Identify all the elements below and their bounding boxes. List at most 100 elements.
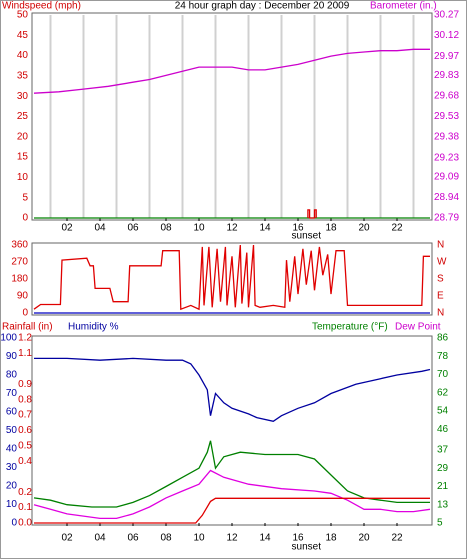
y2-tick-label: 70: [437, 369, 449, 380]
y2-tick-label: 29.09: [434, 171, 459, 182]
y2-tick-label: 46: [437, 424, 449, 435]
y-tick-label: 50: [17, 10, 29, 21]
y3-tick-label: 0.9: [18, 379, 32, 390]
y2-tick-label: N: [437, 240, 444, 251]
temperature-label: Temperature (°F): [312, 322, 388, 333]
y-tick-label: 270: [11, 257, 28, 268]
x-tick-label: 22: [391, 533, 403, 544]
y2-tick-label: 28.79: [434, 213, 459, 224]
y3-tick-label: 0.6: [18, 425, 32, 436]
y2-tick-label: 29.23: [434, 152, 459, 163]
y2-tick-label: 28.94: [434, 192, 459, 203]
dewpoint-label: Dew Point: [395, 322, 441, 333]
y2-tick-label: 54: [437, 406, 449, 417]
x-tick-label: 02: [61, 223, 73, 234]
series-line: [307, 209, 317, 219]
y-tick-label: 25: [17, 111, 29, 122]
y2-tick-label: E: [437, 291, 444, 302]
y2-tick-label: 37: [437, 445, 449, 456]
x-tick-label: 10: [193, 533, 205, 544]
y-tick-label: 5: [22, 192, 28, 203]
series-line: [33, 244, 430, 311]
x-tick-label: 20: [358, 223, 370, 234]
plot-frame: [31, 335, 433, 526]
y3-tick-label: 1.2: [18, 333, 32, 344]
y-tick-label: 40: [17, 50, 29, 61]
y2-tick-label: 29.68: [434, 91, 459, 102]
x-tick-label: 14: [259, 533, 271, 544]
y2-tick-label: 86: [437, 333, 449, 344]
x-tick-label: 04: [94, 223, 106, 234]
y2-tick-label: N: [437, 308, 444, 319]
y-tick-label: 50: [6, 425, 18, 436]
y2-tick-label: 21: [437, 481, 449, 492]
y2-tick-label: 13: [437, 499, 449, 510]
y-tick-label: 60: [6, 407, 18, 418]
y2-tick-label: 5: [437, 518, 443, 529]
y-tick-label: 40: [6, 444, 18, 455]
rainfall-label: Rainfall (in): [2, 322, 53, 333]
x-tick-label: 16: [292, 223, 304, 234]
x-tick-label: 08: [160, 223, 172, 234]
y3-tick-label: 0.2: [18, 487, 32, 498]
y-tick-label: 180: [11, 274, 28, 285]
y2-tick-label: S: [437, 274, 444, 285]
y-tick-label: 100: [0, 333, 17, 344]
y-tick-label: 80: [6, 370, 18, 381]
y2-tick-label: 29: [437, 463, 449, 474]
y-tick-label: 35: [17, 71, 29, 82]
y2-tick-label: W: [437, 257, 447, 268]
x-tick-label: 12: [226, 223, 238, 234]
y-tick-label: 360: [11, 240, 28, 251]
sunset-label: sunset: [292, 231, 322, 242]
y2-tick-label: 30.27: [434, 10, 459, 21]
y-tick-label: 45: [17, 30, 29, 41]
y-tick-label: 30: [17, 91, 29, 102]
chart-title: 24 hour graph day : December 20 2009: [175, 1, 350, 12]
y-tick-label: 15: [17, 152, 29, 163]
x-tick-label: 16: [292, 533, 304, 544]
y-tick-label: 30: [6, 462, 18, 473]
plot-frame: [31, 12, 433, 221]
x-tick-label: 06: [127, 223, 139, 234]
y-tick-label: 90: [6, 351, 18, 362]
x-tick-label: 02: [61, 533, 73, 544]
sunset-label: sunset: [292, 542, 322, 553]
x-tick-label: 18: [325, 223, 337, 234]
series-line: [33, 469, 431, 520]
y-tick-label: 0: [11, 518, 17, 529]
y2-tick-label: 29.83: [434, 70, 459, 81]
x-tick-label: 22: [391, 223, 403, 234]
x-tick-label: 06: [127, 533, 139, 544]
y-tick-label: 0: [22, 308, 28, 319]
y-tick-label: 10: [17, 172, 29, 183]
x-tick-label: 04: [94, 533, 106, 544]
series-line: [33, 48, 430, 94]
y2-tick-label: 30.12: [434, 30, 459, 41]
humidity-label: Humidity %: [68, 322, 119, 333]
y2-tick-label: 78: [437, 351, 449, 362]
series-line: [34, 357, 431, 422]
y-tick-label: 20: [6, 481, 18, 492]
y3-tick-label: 0.8: [18, 394, 32, 405]
barometer-label: Barometer (in.): [370, 1, 437, 12]
y3-tick-label: 0.7: [18, 410, 32, 421]
y2-tick-label: 29.53: [434, 111, 459, 122]
y-tick-label: 0: [22, 213, 28, 224]
y3-tick-label: 0.5: [18, 441, 32, 452]
y-tick-label: 70: [6, 388, 18, 399]
series-line: [34, 497, 430, 524]
y3-tick-label: 0.4: [18, 456, 32, 467]
y2-tick-label: 62: [437, 387, 449, 398]
x-tick-label: 10: [193, 223, 205, 234]
x-tick-label: 18: [325, 533, 337, 544]
y2-tick-label: 29.38: [434, 132, 459, 143]
plot-frame: [31, 242, 433, 316]
x-tick-label: 14: [259, 223, 271, 234]
y3-tick-label: 1.1: [18, 348, 32, 359]
y3-tick-label: 0.1: [18, 502, 32, 513]
x-tick-label: 20: [358, 533, 370, 544]
y2-tick-label: 29.97: [434, 51, 459, 62]
y-tick-label: 20: [17, 131, 29, 142]
